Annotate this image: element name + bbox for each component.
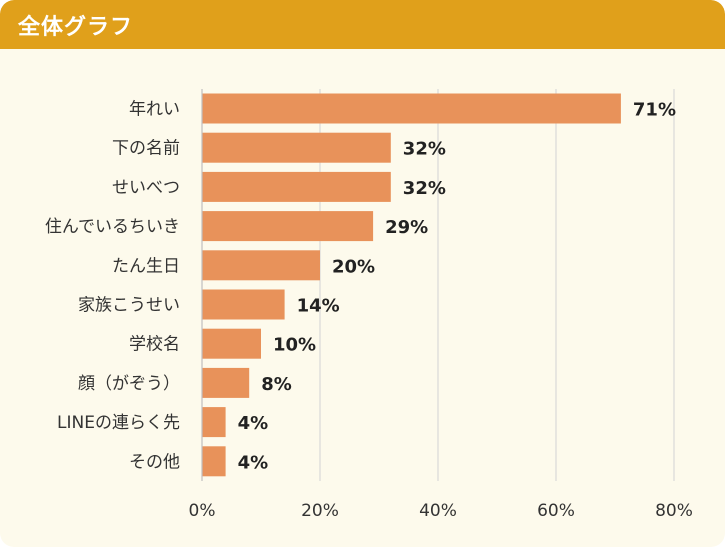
category-label: 下の名前 — [112, 139, 180, 159]
bar — [202, 289, 285, 320]
bar — [202, 211, 374, 242]
bar — [202, 132, 391, 163]
bar — [202, 250, 320, 281]
category-label: 顔（がぞう） — [78, 374, 180, 394]
data-label: 32% — [403, 178, 446, 199]
x-tick-label: 0% — [189, 501, 216, 521]
x-tick-label: 60% — [537, 501, 575, 521]
bar — [202, 171, 391, 202]
data-label: 8% — [261, 374, 292, 395]
category-label: LINEの連らく先 — [57, 413, 180, 433]
category-label: その他 — [129, 452, 180, 472]
data-label: 14% — [297, 296, 340, 317]
data-label: 10% — [273, 335, 316, 356]
category-label: 年れい — [129, 100, 180, 120]
bar — [202, 446, 226, 477]
bar — [202, 328, 261, 359]
category-label: 住んでいるちいき — [45, 217, 180, 237]
data-label: 4% — [238, 452, 269, 473]
category-label: たん生日 — [112, 256, 180, 276]
data-label: 29% — [385, 217, 428, 238]
category-label: 学校名 — [129, 335, 180, 355]
data-label: 4% — [238, 413, 269, 434]
x-tick-label: 20% — [301, 501, 339, 521]
x-tick-label: 40% — [419, 501, 457, 521]
bar — [202, 93, 621, 124]
category-label: せいべつ — [112, 178, 180, 198]
category-label: 家族こうせい — [78, 296, 180, 316]
data-label: 71% — [633, 100, 676, 121]
bar — [202, 367, 250, 398]
chart-title: 全体グラフ — [18, 15, 134, 40]
x-tick-label: 80% — [655, 501, 693, 521]
bar — [202, 407, 226, 438]
chart-header: 全体グラフ — [0, 0, 725, 49]
data-label: 20% — [332, 256, 375, 277]
data-label: 32% — [403, 139, 446, 160]
